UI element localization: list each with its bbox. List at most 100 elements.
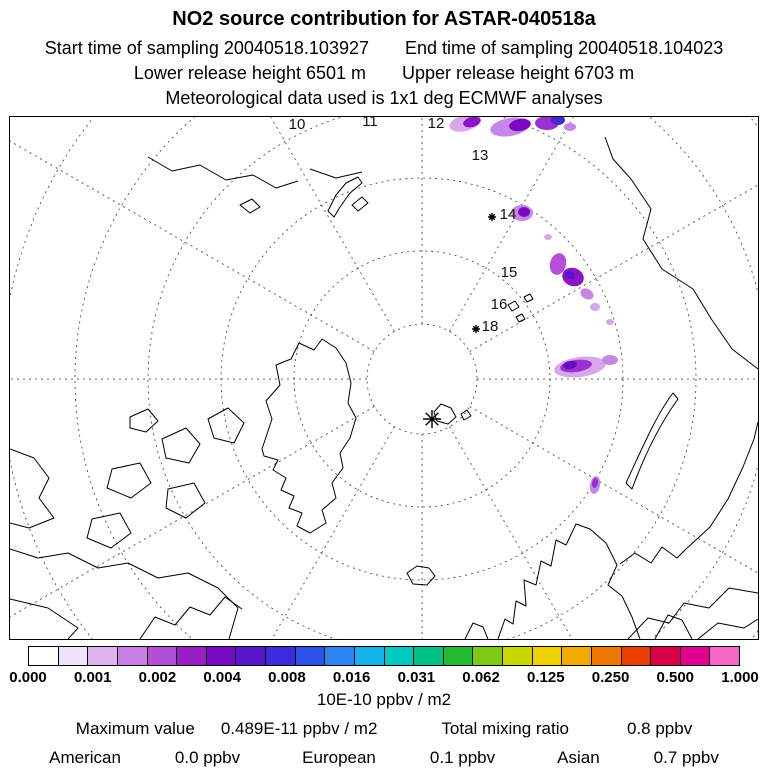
coastline-iceland (406, 565, 436, 586)
colorbar-tick: 0.250 (591, 669, 630, 686)
polar-map: 10 11 12 13 14 15 16 18 (10, 117, 758, 639)
region-item: Asian 0.7 ppbv (557, 748, 719, 768)
plume-blob (551, 117, 565, 125)
colorbar-segment (265, 647, 295, 665)
colorbar-segment (146, 647, 177, 665)
release-marker (423, 410, 441, 428)
colorbar-segment (679, 647, 710, 665)
colorbar-tick: 0.062 (462, 669, 500, 686)
graticule (10, 117, 758, 639)
colorbar-unit: 10E-10 ppbv / m2 (316, 690, 452, 709)
colorbar-tick: 0.500 (656, 669, 695, 686)
meteorology-line: Meteorological data used is 1x1 deg ECMW… (165, 88, 603, 108)
plume-blob (544, 234, 552, 240)
colorbar-tick: 0.002 (138, 669, 177, 686)
plume-blob (463, 117, 481, 128)
coastline-franz-josef (507, 293, 534, 323)
page-title: NO2 source contribution for ASTAR-040518… (172, 8, 596, 30)
trajectory-hour-label: 16 (491, 296, 508, 313)
upper-height-text: Upper release height 6703 m (402, 63, 635, 83)
coastline-greenland (261, 338, 357, 534)
region-value: 0.1 ppbv (429, 748, 496, 767)
colorbar-segment (353, 647, 384, 665)
trajectory-hour-label: 10 (289, 117, 306, 133)
plume-blob (580, 288, 594, 300)
colorbar-segment (176, 647, 206, 665)
colorbar-segment (235, 647, 265, 665)
colorbar-segment (442, 647, 473, 665)
end-time-text: End time of sampling 20040518.104023 (405, 38, 724, 58)
colorbar-segment (590, 647, 621, 665)
colorbar-tick: 0.008 (268, 669, 306, 686)
plume-blob (606, 319, 614, 325)
colorbar-segment (383, 647, 414, 665)
colorbar-segment (324, 647, 354, 665)
coastline-britain (464, 622, 489, 639)
coastline-novaya-zemlya (625, 392, 679, 490)
region-name: American (49, 748, 121, 767)
colorbar-tick: 1.000 (721, 669, 759, 686)
trajectory-hour-label: 12 (428, 117, 445, 132)
release-heights-line: Lower release height 6501 m Upper releas… (0, 63, 768, 84)
plume-blob (509, 118, 531, 132)
plume-blob (563, 360, 577, 370)
trajectory-hour-label: 14 (500, 206, 517, 223)
colorbar-segment (561, 647, 591, 665)
region-value: 0.0 ppbv (174, 748, 241, 767)
colorbar-segment (413, 647, 443, 665)
coastline-svalbard (433, 403, 472, 425)
coastline-hudson (139, 596, 243, 639)
max-value-label: Maximum value (75, 719, 195, 738)
colorbar-segment (502, 647, 532, 665)
coastline-left (10, 448, 55, 529)
plume-overlay (449, 117, 618, 494)
polar-map-frame: 10 11 12 13 14 15 16 18 (9, 116, 759, 640)
plume-blob (591, 478, 599, 488)
colorbar-segment (531, 647, 562, 665)
colorbar-segment (650, 647, 680, 665)
coastline-russia-east (685, 421, 758, 550)
coastline-baltic (654, 614, 693, 639)
lower-height-text: Lower release height 6501 m (133, 63, 366, 83)
coastline-severnaya-zemlya (327, 176, 369, 218)
colorbar-segment (29, 647, 58, 665)
coastline-scandinavia (497, 523, 641, 639)
colorbar-tick: 0.016 (332, 669, 371, 686)
colorbar-tick: 0.000 (9, 669, 47, 686)
trajectory-hour-labels: 10 11 12 13 14 15 16 18 (289, 117, 518, 335)
trajectory-hour-label: 15 (501, 264, 518, 281)
colorbar (28, 646, 740, 666)
plume-blob (564, 123, 576, 131)
region-value: 0.7 ppbv (653, 748, 719, 767)
coastlines (10, 136, 758, 639)
plume-blob (590, 303, 600, 311)
trajectory-hour-label: 13 (472, 147, 489, 164)
colorbar-segment (87, 647, 117, 665)
plume-blob (602, 355, 618, 365)
release-marker (488, 213, 496, 221)
colorbar-tick: 0.004 (203, 669, 241, 686)
total-mixing-ratio-label: Total mixing ratio (441, 719, 569, 738)
start-time-text: Start time of sampling 20040518.103927 (44, 38, 369, 58)
region-name: Asian (557, 748, 600, 767)
trajectory-markers (423, 213, 496, 428)
trajectory-hour-label: 11 (362, 117, 378, 130)
colorbar-ticks: 0.000 0.001 0.002 0.004 0.008 0.016 0.031 0.062… (9, 669, 759, 687)
coastline-kola (619, 546, 687, 565)
colorbar-segment (472, 647, 502, 665)
coastline-canada-mainland (10, 548, 239, 639)
colorbar-tick: 0.031 (397, 669, 436, 686)
trajectory-hour-label: 18 (482, 318, 499, 335)
coastline-siberia-top2 (239, 168, 363, 214)
plume-blob (565, 270, 575, 280)
plume-blob (518, 207, 530, 217)
total-mixing-ratio-value: 0.8 ppbv (626, 719, 693, 738)
coastline-canada-islands (86, 407, 245, 549)
coastline-russia-north (604, 136, 758, 370)
coastline-siberia-top (147, 156, 299, 189)
release-marker (472, 325, 480, 333)
colorbar-segment (205, 647, 236, 665)
coastline-canada-south (10, 598, 79, 639)
colorbar-segment (57, 647, 88, 665)
